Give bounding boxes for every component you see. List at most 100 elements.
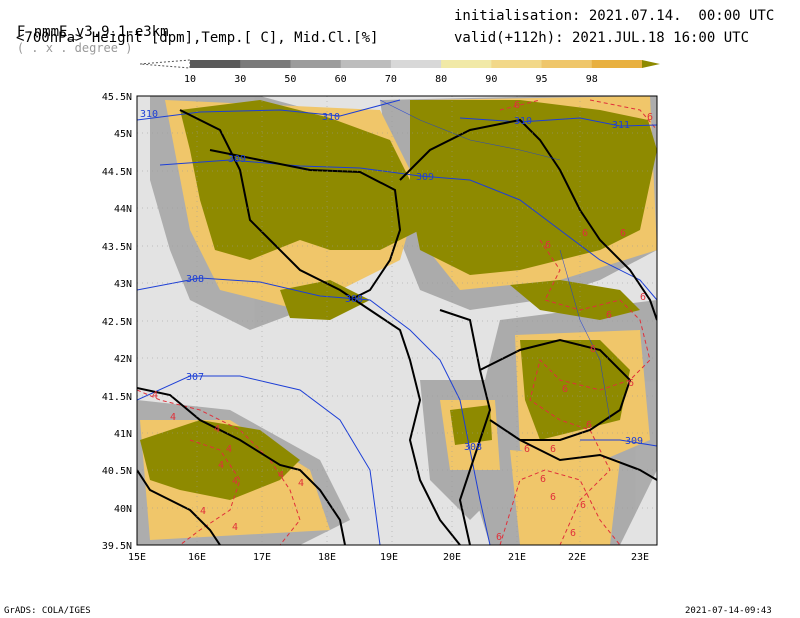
lon-label: 17E — [253, 552, 271, 563]
lon-label: 19E — [380, 552, 398, 563]
coastlines-and-borders — [137, 109, 657, 545]
legend-label: 30 — [234, 74, 246, 85]
temp-label: 4 — [298, 478, 304, 489]
legend-label: 98 — [586, 74, 598, 85]
height-contour-310 — [137, 99, 657, 127]
temp-label: 6 — [606, 310, 612, 321]
adriatic-coast-east — [179, 109, 461, 545]
legend-swatch — [190, 60, 241, 68]
height-label: 308 — [186, 274, 204, 285]
lat-label: 40.5N — [102, 466, 132, 477]
height-label: 309 — [625, 436, 643, 447]
legend-bar — [140, 59, 660, 69]
color-legend: 10 30 50 60 70 80 90 95 98 — [140, 59, 660, 85]
legend-arrow-left — [140, 59, 191, 69]
lat-label: 45.5N — [102, 92, 132, 103]
temp-contour-6-north — [499, 99, 657, 131]
legend-label: 10 — [184, 74, 196, 85]
temp-label: 6 — [496, 532, 502, 543]
temp-label: 4 — [232, 476, 238, 487]
legend-arrow-right — [642, 60, 660, 68]
temp-label: 6 — [550, 444, 556, 455]
legend-swatch — [441, 60, 492, 68]
temp-label: 6 — [640, 292, 646, 303]
init-time: initialisation: 2021.07.14. 00:00 UTC — [454, 8, 775, 24]
temp-label: 6 — [586, 420, 592, 431]
temp-label: 4 — [152, 390, 158, 401]
lat-label: 42N — [114, 354, 132, 365]
italy-coast — [137, 387, 346, 545]
legend-swatch — [491, 60, 543, 68]
graticule — [137, 96, 657, 545]
temp-label: 4 — [232, 522, 238, 533]
lat-label: 41N — [114, 429, 132, 440]
lat-label: 40N — [114, 504, 132, 515]
legend-label: 95 — [536, 74, 548, 85]
height-label: 307 — [186, 372, 204, 383]
legend-swatch — [541, 60, 593, 68]
height-label: 308 — [345, 294, 363, 305]
longitude-labels: 15E 16E 17E 18E 19E 20E 21E 22E 23E — [128, 552, 649, 563]
temp-label: 6 — [540, 474, 546, 485]
temp-label: 6 — [570, 528, 576, 539]
rivers-and-admin — [379, 99, 611, 421]
temp-label: 6 — [550, 492, 556, 503]
lon-label: 23E — [631, 552, 649, 563]
serbia-border — [399, 118, 657, 321]
height-contour-309-east — [580, 439, 657, 447]
temp-contour-labels: 6 6 6 6 6 6 6 6 6 6 6 6 6 6 6 6 6 6 4 4 … — [152, 100, 653, 543]
legend-label: 80 — [435, 74, 447, 85]
temp-contour-6-south — [499, 469, 621, 545]
legend-swatch — [390, 60, 442, 68]
height-label: 311 — [612, 120, 630, 131]
lat-label: 43.5N — [102, 242, 132, 253]
temp-label: 4 — [214, 424, 220, 435]
model-name-text: F-nmmE_v3.9.1-e3km — [16, 24, 169, 40]
temp-label: 4 — [226, 444, 232, 455]
temp-label: 4 — [200, 506, 206, 517]
lat-label: 39.5N — [102, 541, 132, 552]
temp-label: 6 — [524, 444, 530, 455]
plot-frame — [136, 95, 658, 546]
legend-label: 70 — [385, 74, 397, 85]
latitude-labels: 45.5N 45N 44.5N 44N 43.5N 43N 42.5N 42N … — [102, 92, 132, 552]
lat-label: 44N — [114, 204, 132, 215]
lat-label: 43N — [114, 279, 132, 290]
greece-border — [519, 439, 657, 481]
temp-label: 6 — [647, 112, 653, 123]
temp-label: 6 — [580, 500, 586, 511]
height-label: 309 — [228, 154, 246, 165]
lat-label: 41.5N — [102, 392, 132, 403]
albania-border — [439, 309, 492, 545]
legend-label: 60 — [335, 74, 347, 85]
legend-label: 50 — [284, 74, 296, 85]
legend-swatch — [591, 60, 643, 68]
temp-label: 6 — [562, 384, 568, 395]
legend-swatch — [340, 60, 392, 68]
legend-labels: 10 30 50 60 70 80 90 95 98 — [184, 74, 598, 85]
height-label: 309 — [416, 172, 434, 183]
height-contour-308 — [137, 277, 491, 545]
valid-time: valid(+112h): 2021.JUL.18 16:00 UTC — [454, 30, 750, 46]
temp-label: 6 — [620, 228, 626, 239]
height-contour-307 — [137, 375, 381, 545]
temp-contour-4-west — [137, 389, 301, 545]
height-label: 310 — [514, 116, 532, 127]
temp-label: 6 — [590, 344, 596, 355]
bosnia-border — [209, 149, 402, 301]
lon-label: 22E — [568, 552, 586, 563]
lat-label: 45N — [114, 129, 132, 140]
height-contour-labels: 310 310 310 311 309 309 308 308 307 308 … — [140, 109, 643, 453]
fields-description: <700hPa> Height [dpm],Temp.[ C], Mid.Cl.… — [16, 30, 379, 46]
height-label: 308 — [464, 442, 482, 453]
lat-label: 44.5N — [102, 167, 132, 178]
legend-swatch — [290, 60, 342, 68]
lon-label: 16E — [188, 552, 206, 563]
temp-label: 6 — [514, 100, 520, 111]
lon-label: 18E — [318, 552, 336, 563]
lat-label: 42.5N — [102, 317, 132, 328]
height-label: 310 — [322, 112, 340, 123]
temp-label: 6 — [582, 228, 588, 239]
temp-label: 4 — [218, 460, 224, 471]
